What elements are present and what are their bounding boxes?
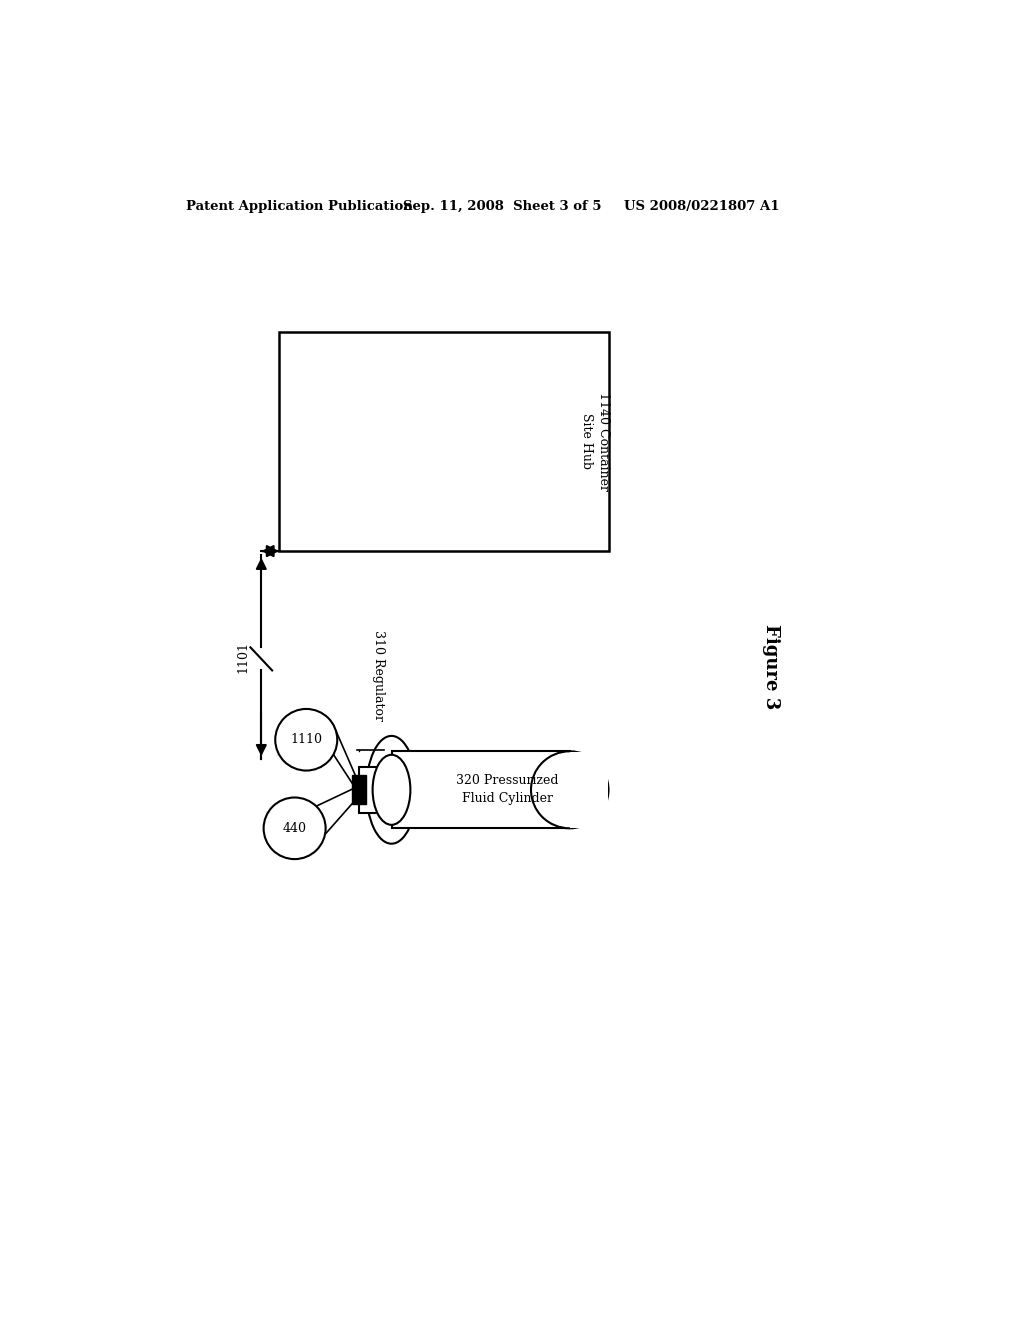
Ellipse shape [367,737,417,843]
Text: 1101: 1101 [237,642,249,673]
Text: 320 Pressurized
Fluid Cylinder: 320 Pressurized Fluid Cylinder [457,775,559,805]
Text: Figure 3: Figure 3 [762,624,780,709]
Circle shape [263,797,326,859]
Circle shape [275,709,337,771]
Text: 310 Regulator: 310 Regulator [372,630,385,721]
Text: 440: 440 [283,822,306,834]
Text: Patent Application Publication: Patent Application Publication [186,199,413,213]
Bar [280,331,608,552]
Text: US 2008/0221807 A1: US 2008/0221807 A1 [624,199,779,213]
Text: Sep. 11, 2008  Sheet 3 of 5: Sep. 11, 2008 Sheet 3 of 5 [403,199,602,213]
Ellipse shape [373,755,411,825]
Text: 1140 Container
Site Hub: 1140 Container Site Hub [580,392,609,491]
Ellipse shape [531,751,608,829]
Bar [391,751,569,829]
Text: 1110: 1110 [290,733,323,746]
Bar [352,775,366,804]
Bar [569,752,607,828]
Bar [359,767,395,813]
